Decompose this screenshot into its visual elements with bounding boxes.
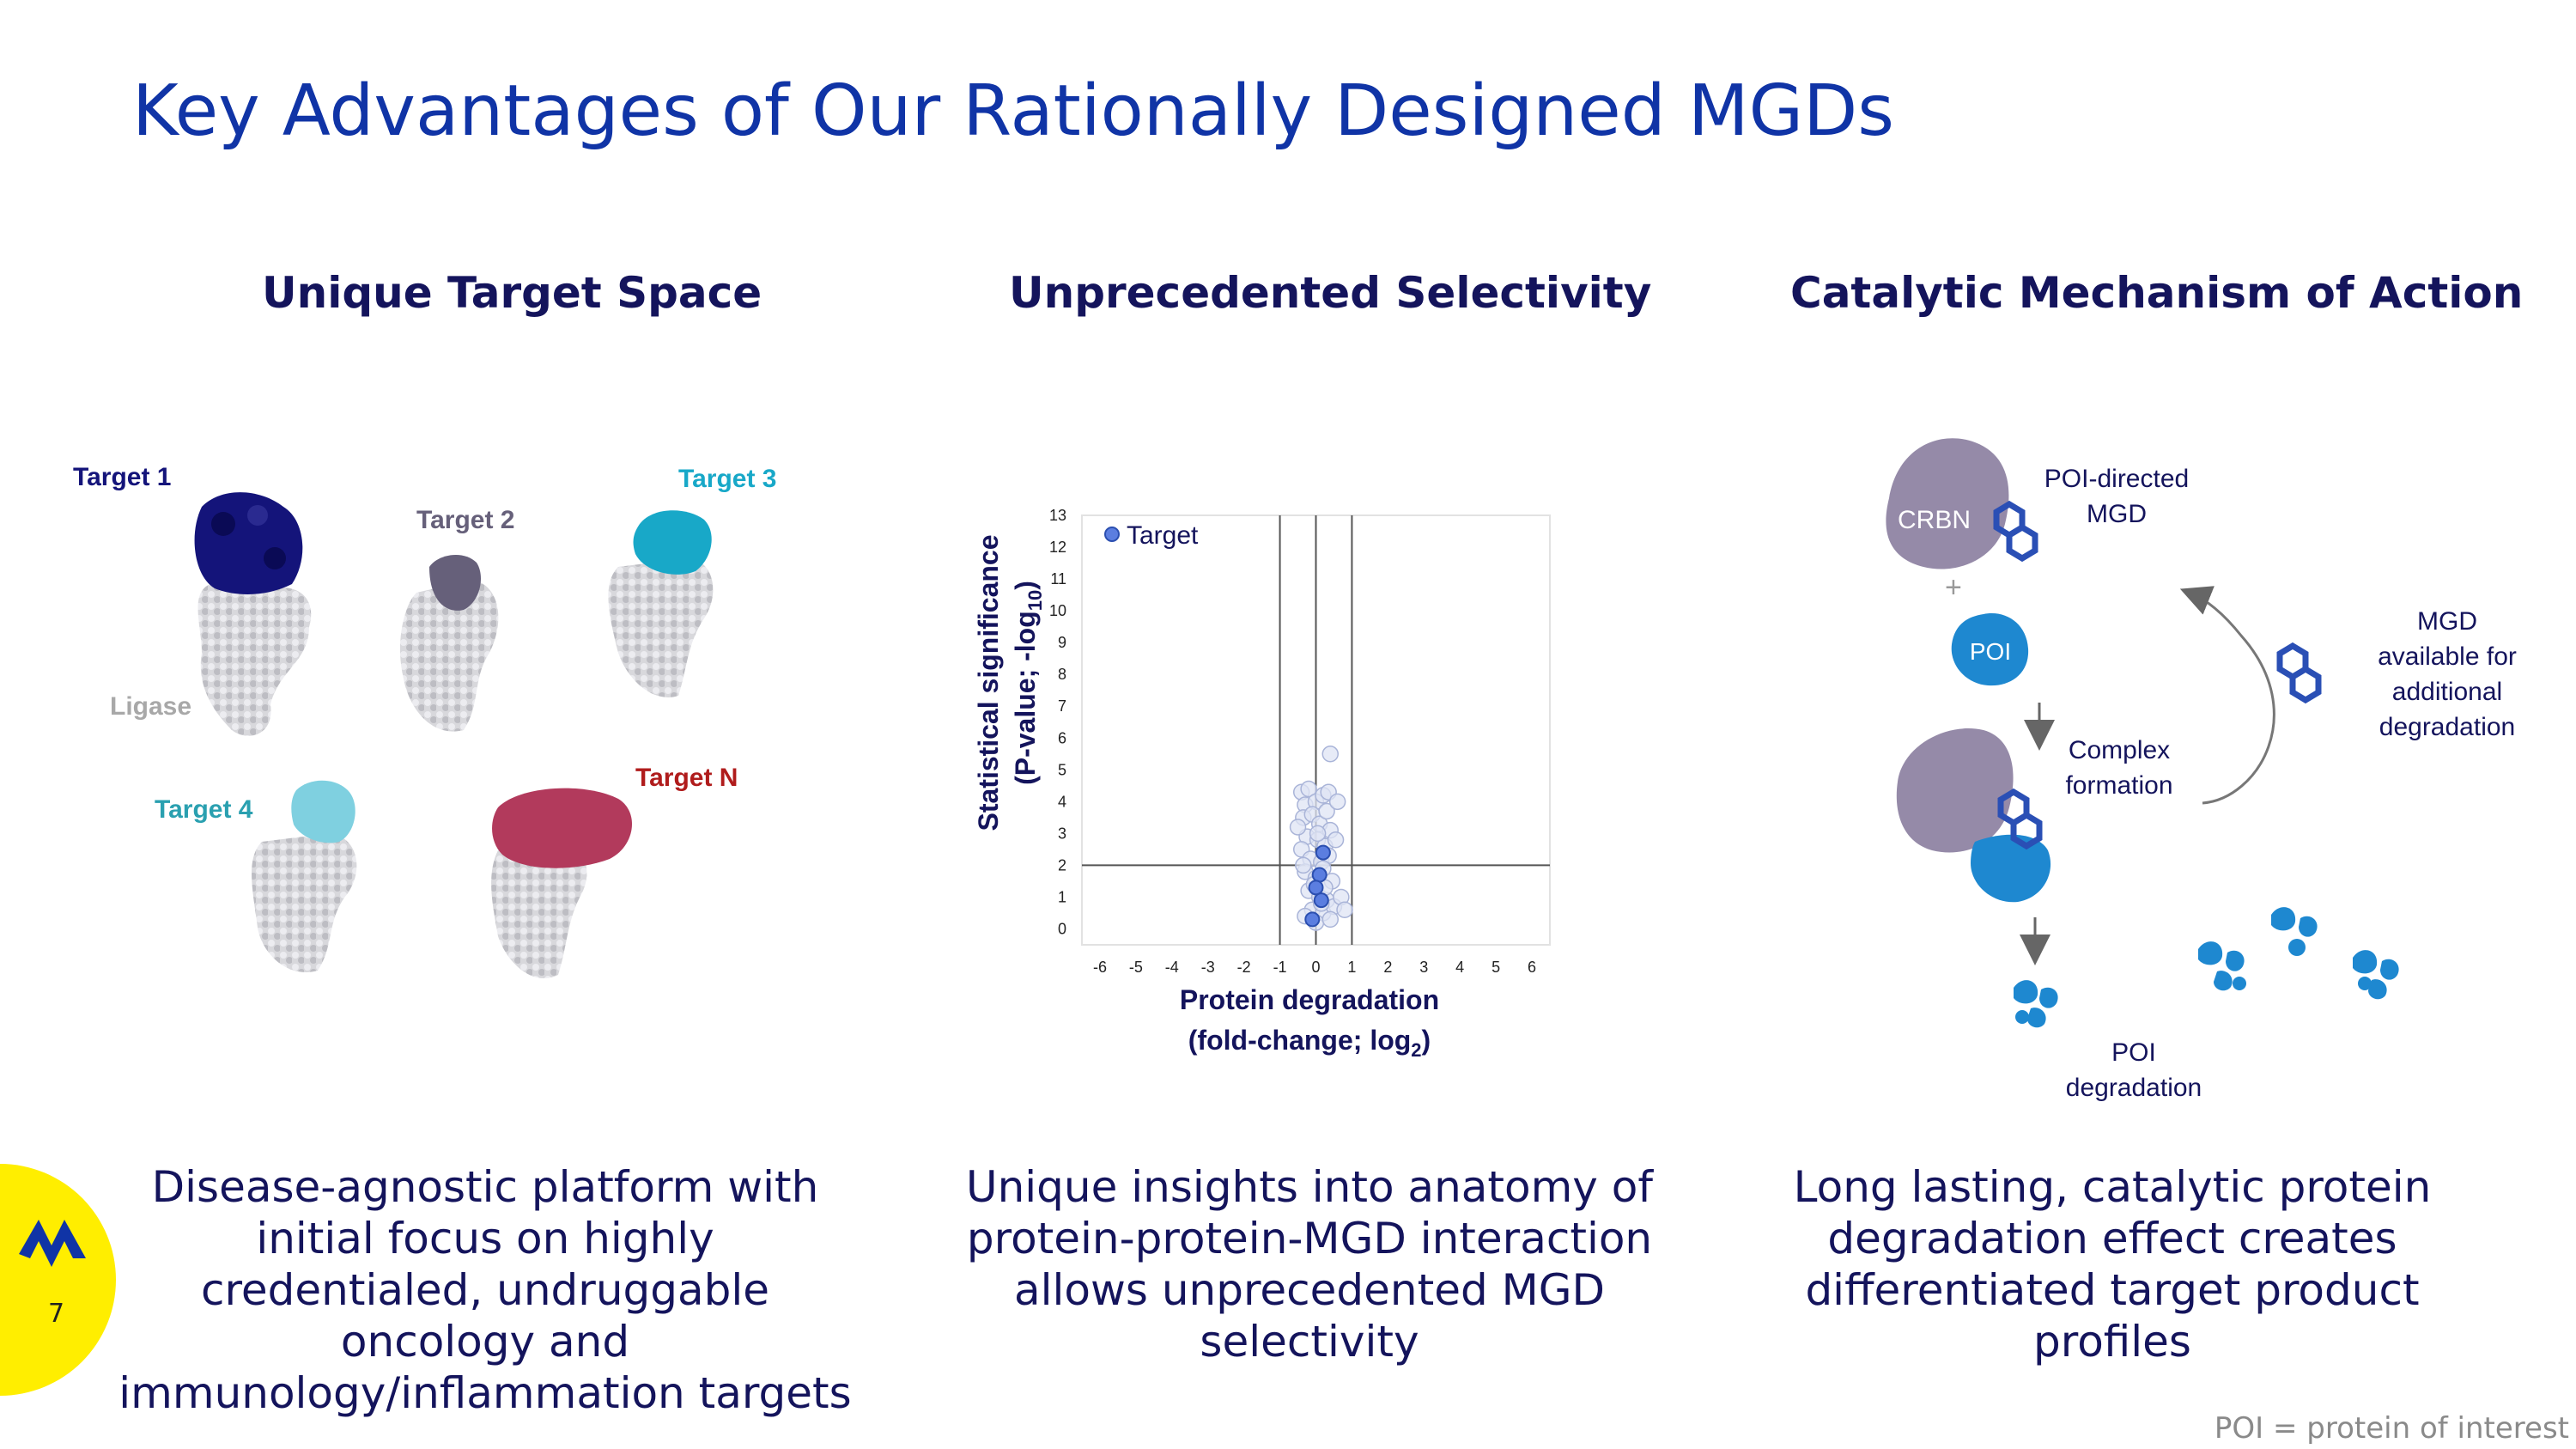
target-point (1308, 880, 1324, 896)
data-point (1321, 910, 1340, 928)
y-tick-label: 3 (1058, 825, 1066, 842)
available-label-4: degradation (2379, 713, 2515, 741)
ligase-structure-n (491, 846, 587, 978)
y-tick-label: 10 (1049, 602, 1066, 619)
x-axis-label: Protein degradation (1180, 984, 1439, 1015)
x-tick-label: 0 (1311, 959, 1320, 976)
available-label-2: available for (2378, 642, 2517, 671)
y-tick-label: 6 (1058, 729, 1066, 746)
x-tick-label: -3 (1201, 959, 1215, 976)
y-tick-label: 0 (1058, 920, 1066, 937)
x-tick-label: -1 (1273, 959, 1287, 976)
complex-label-2: formation (2065, 771, 2172, 800)
x-tick-label: -6 (1093, 959, 1107, 976)
complex-poi-blob (1971, 834, 2051, 903)
target-space-illustration: Target 1 Target 2 Target 3 Ligase Target… (73, 463, 776, 978)
label-target-n: Target N (635, 764, 738, 792)
complex-label-1: Complex (2069, 736, 2170, 764)
x-tick-label: -2 (1237, 959, 1251, 976)
data-point (1328, 793, 1346, 811)
label-target-4: Target 4 (155, 795, 253, 824)
page-number: 7 (48, 1299, 65, 1329)
legend-target-label: Target (1127, 521, 1199, 550)
legend-target-marker (1104, 527, 1120, 542)
data-point (1321, 746, 1340, 763)
heading-mechanism: Catalytic Mechanism of Action (1790, 268, 2524, 318)
x-axis-label-units: (fold-change; log2) (1188, 1025, 1431, 1061)
brand-logo-icon (19, 1220, 86, 1267)
plus-sign: + (1945, 571, 1962, 604)
description-target-space: Disease-agnostic platform with initial f… (118, 1162, 852, 1418)
data-point (1318, 802, 1335, 820)
ligase-structure-2 (399, 580, 499, 732)
ligase-structure-1 (197, 584, 312, 736)
available-label-3: additional (2392, 678, 2502, 706)
ligase-structure-3 (608, 558, 714, 697)
y-tick-label: 2 (1058, 856, 1066, 874)
brand-logo-badge (0, 1164, 116, 1396)
y-tick-label: 12 (1049, 539, 1066, 556)
data-point (1300, 780, 1317, 798)
mgd-icon-free (2280, 646, 2318, 700)
y-tick-label: 9 (1058, 634, 1066, 651)
y-axis-label-units: (P-value; -log10) (1010, 581, 1046, 785)
y-tick-label: 4 (1058, 793, 1066, 810)
y-tick-label: 5 (1058, 761, 1066, 778)
x-tick-label: -4 (1165, 959, 1179, 976)
y-tick-label: 8 (1058, 666, 1066, 683)
crbn-blob (1886, 438, 2009, 569)
data-point (1309, 825, 1327, 843)
description-selectivity: Unique insights into anatomy of protein-… (966, 1162, 1653, 1367)
target-point (1304, 911, 1321, 928)
target-point (1315, 844, 1331, 861)
poi-directed-label-1: POI-directed (2044, 465, 2189, 493)
available-label-1: MGD (2417, 607, 2477, 636)
y-tick-label: 13 (1049, 507, 1066, 524)
x-tick-label: 3 (1419, 959, 1428, 976)
x-tick-label: -5 (1129, 959, 1143, 976)
y-axis-label: Statistical significance (973, 534, 1004, 831)
heading-selectivity: Unprecedented Selectivity (1009, 268, 1652, 318)
poi-blob (1951, 613, 2029, 686)
y-tick-label: 11 (1050, 570, 1066, 588)
label-target-2: Target 2 (416, 506, 514, 534)
poi-label: POI (1970, 638, 2011, 665)
poi-degradation-label-1: POI (2111, 1038, 2156, 1067)
label-target-3: Target 3 (678, 465, 776, 493)
data-point (1336, 901, 1353, 919)
x-tick-label: 6 (1528, 959, 1536, 976)
label-target-1: Target 1 (73, 463, 171, 491)
poi-fragments (2014, 907, 2399, 1028)
target-n-structure (492, 788, 633, 868)
mechanism-diagram: CRBN POI-directed MGD + POI Complex form… (1886, 438, 2517, 1102)
data-point (1289, 819, 1307, 836)
data-point (1327, 831, 1345, 849)
target-2-structure (429, 554, 481, 611)
complex-crbn-blob (1896, 728, 2014, 853)
recycle-arrow (2179, 586, 2275, 805)
target-3-structure (633, 510, 712, 575)
description-mechanism: Long lasting, catalytic protein degradat… (1793, 1162, 2432, 1367)
x-tick-label: 5 (1492, 959, 1500, 976)
ligase-structure-4 (252, 833, 357, 972)
data-point (1295, 856, 1312, 874)
target-4-structure (291, 780, 355, 843)
x-tick-label: 2 (1383, 959, 1392, 976)
y-tick-label: 1 (1058, 888, 1066, 905)
target-1-structure (194, 492, 303, 594)
poi-degradation-label-2: degradation (2066, 1074, 2202, 1102)
y-tick-label: 7 (1058, 697, 1066, 715)
target-point (1313, 892, 1329, 909)
heading-target-space: Unique Target Space (262, 268, 762, 318)
footnote: POI = protein of interest (2214, 1411, 2569, 1446)
poi-directed-label-2: MGD (2087, 500, 2147, 528)
page-title: Key Advantages of Our Rationally Designe… (132, 70, 1895, 152)
label-ligase: Ligase (110, 692, 191, 721)
x-tick-label: 1 (1347, 959, 1356, 976)
crbn-label: CRBN (1898, 506, 1971, 534)
x-tick-label: 4 (1455, 959, 1464, 976)
target-point (1311, 867, 1327, 883)
